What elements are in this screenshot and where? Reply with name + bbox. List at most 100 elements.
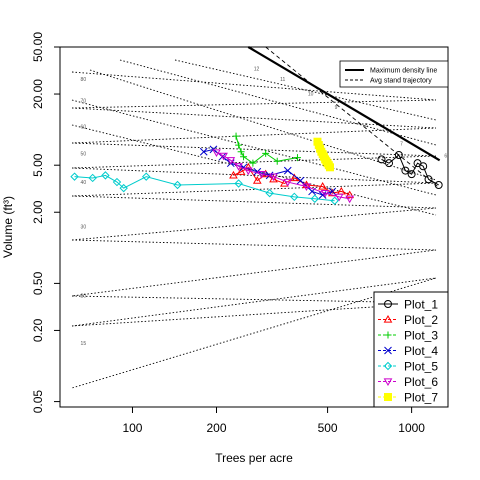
series-layer [70,132,443,205]
data-point [229,170,238,179]
x-tick-label: 500 [318,421,338,435]
data-point [240,153,248,161]
series-legend-marker [383,314,393,323]
series-plot-3 [232,132,301,167]
series-legend-marker [384,331,392,339]
series-legend-label: Plot_6 [404,375,438,389]
data-point [252,176,262,184]
reference-lines [247,46,441,189]
series-line [233,166,350,196]
data-point [234,179,243,188]
data-point [236,167,246,175]
data-point [377,155,386,164]
data-point [334,193,344,202]
right-line-label: 12 [254,67,260,73]
line-legend: Maximum density line Avg stand trajectory [339,60,449,88]
y-tick-label: 2.00 [31,200,45,224]
series-legend-marker [384,393,392,401]
series-line [381,154,439,186]
left-line-label: 60 [81,125,87,131]
data-point [234,163,243,171]
series-plot-1 [377,150,443,189]
max-density-line [247,46,441,162]
data-point [119,183,128,193]
series-plot-6 [212,149,355,204]
x-tick-label: 100 [122,421,142,435]
series-legend-label: Plot_1 [404,298,438,312]
line-legend-label: Avg stand trajectory [370,78,432,85]
data-point [249,159,257,167]
data-point [310,194,320,203]
data-point [226,157,236,165]
data-point [101,171,110,180]
data-point [328,187,337,196]
diameter-line [89,69,437,181]
data-point [232,132,240,140]
data-point [243,167,253,176]
y-axis: 0.05 0.20 0.50 2.00 5.00 20.00 50.00 [31,32,60,414]
right-line-label: 7 [400,141,403,147]
data-point [212,149,221,158]
series-legend-marker [384,300,392,308]
density-line [71,142,437,169]
data-point [419,162,428,171]
right-line-label: 8 [365,123,368,129]
data-point [424,175,433,184]
series-legend-marker [384,346,392,355]
data-point [318,182,328,190]
data-point [345,195,355,204]
left-line-label: 70 [81,99,87,105]
density-line [71,107,437,144]
data-point [394,150,403,159]
left-line-label: 50 [81,151,87,157]
data-point [269,174,278,183]
series-legend-label: Plot_3 [404,329,438,343]
left-line-label: 80 [81,77,87,83]
y-tick-label: 20.00 [31,79,45,109]
series-line [216,152,350,200]
left-line-label: 20 [81,293,87,299]
data-point [173,180,182,190]
series-plot-7 [313,137,334,172]
left-line-labels: 80 70 60 50 40 30 20 15 [81,77,87,347]
data-point [199,147,208,156]
data-point [385,159,394,168]
x-axis-label: Trees per acre [215,451,293,465]
x-tick-label: 200 [206,421,226,435]
data-point [273,157,281,165]
diameter-line [71,124,437,216]
series-legend-marker [383,361,393,371]
data-point [401,166,410,175]
right-line-label: 10 [308,91,314,97]
left-line-label: 15 [81,341,87,347]
data-point [88,173,97,183]
data-point [70,172,79,181]
data-point [112,177,122,187]
y-tick-label: 0.20 [31,318,45,342]
series-legend-label: Plot_2 [404,313,438,327]
y-tick-label: 50.00 [31,32,45,62]
right-line-label: 11 [280,77,285,83]
x-axis: 100 200 500 1000 [122,407,425,435]
data-point [243,162,253,171]
data-point [237,148,245,156]
left-line-label: 40 [81,180,87,186]
data-point [257,171,266,179]
data-point [235,141,243,149]
left-line-label: 30 [81,225,87,231]
data-point [296,176,305,185]
data-point [262,149,270,157]
data-point [407,170,416,179]
data-point [434,180,443,189]
data-point [269,173,278,182]
right-line-label: 9 [335,105,338,111]
data-point [290,192,299,202]
diameter-line [174,59,437,121]
data-point [345,190,355,199]
series-legend-marker [383,378,393,387]
avg-trajectory-line [265,46,440,189]
y-tick-label: 0.05 [31,390,45,414]
data-point [283,166,292,175]
